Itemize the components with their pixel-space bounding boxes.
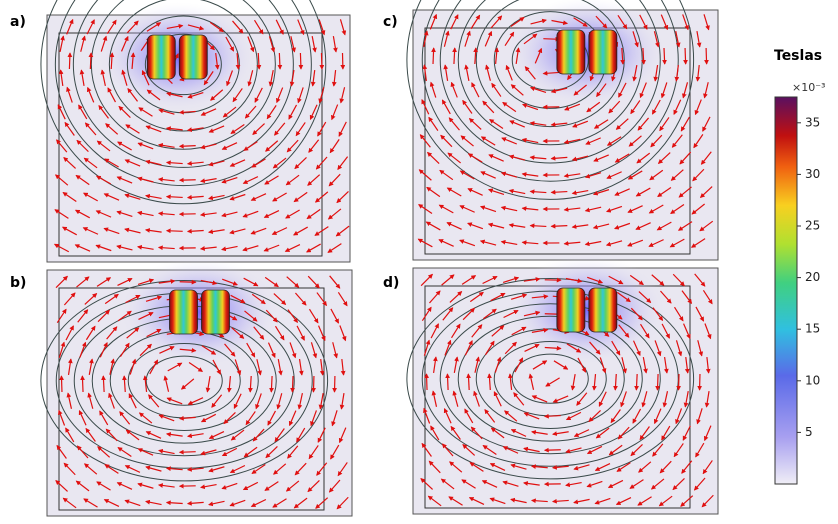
panel-label: c) — [383, 14, 398, 30]
field-arrow — [82, 376, 83, 392]
colorbar-tick-label: 10 — [805, 373, 820, 387]
colorbar-tick-label: 20 — [805, 270, 820, 284]
field-arrow — [636, 374, 637, 390]
field-arrow — [90, 53, 91, 69]
magnet — [589, 288, 617, 332]
field-arrow — [300, 53, 301, 69]
colorbar-title: Teslas — [774, 48, 822, 64]
field-arrow — [69, 53, 70, 69]
panel-label: a) — [10, 14, 26, 30]
field-arrow — [167, 231, 183, 232]
field-arrow — [454, 48, 455, 64]
field-arrow — [180, 452, 196, 453]
field-arrow — [313, 376, 314, 392]
field-arrow — [679, 374, 680, 390]
panel — [407, 0, 718, 260]
colorbar-tick-label: 35 — [805, 115, 820, 129]
field-halo — [120, 257, 280, 367]
field-arrow — [279, 53, 280, 69]
field-arrow — [685, 48, 686, 64]
colorbar-tick-label: 5 — [805, 425, 813, 439]
magnet — [557, 288, 585, 332]
panel-label: d) — [383, 275, 399, 291]
field-arrow — [551, 226, 567, 227]
magnet — [557, 30, 585, 74]
colorbar-tick-label: 25 — [805, 219, 820, 233]
field-arrow — [664, 48, 665, 64]
field-arrow — [103, 376, 104, 392]
colorbar-multiplier: ×10⁻³ — [792, 81, 825, 94]
colorbar — [775, 97, 797, 484]
field-arrow — [643, 48, 644, 64]
colorbar-tick-label: 15 — [805, 322, 820, 336]
panel — [41, 257, 352, 516]
magnet — [202, 290, 230, 334]
field-arrow — [447, 374, 448, 390]
field-arrow — [292, 376, 293, 392]
panel-label: b) — [10, 275, 26, 291]
field-arrow — [657, 374, 658, 390]
field-arrow — [61, 376, 62, 392]
panel — [407, 255, 718, 514]
field-arrow — [271, 376, 272, 392]
magnet — [170, 290, 198, 334]
colorbar-tick-label: 30 — [805, 167, 820, 181]
field-arrow — [468, 374, 469, 390]
field-arrow — [426, 374, 427, 390]
magnet — [589, 30, 617, 74]
field-arrow — [167, 197, 183, 198]
panel — [41, 0, 350, 262]
field-arrow — [433, 48, 434, 64]
magnet — [147, 35, 175, 79]
magnet — [179, 35, 207, 79]
field-arrow — [706, 48, 707, 64]
field-arrow — [180, 146, 196, 147]
